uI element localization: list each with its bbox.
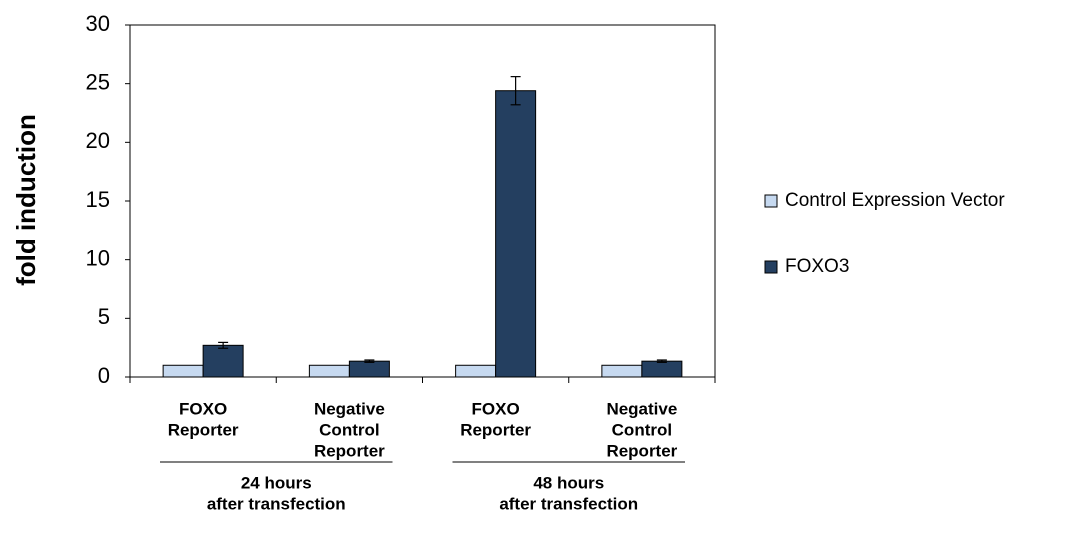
error-bar	[218, 341, 229, 349]
legend-swatch	[764, 260, 778, 274]
x-tick-label: Reporter	[168, 420, 239, 439]
x-tick-label: Control	[612, 420, 672, 439]
x-tick-label: Negative	[314, 399, 385, 418]
y-tick-label: 30	[86, 11, 110, 36]
y-tick-label: 15	[86, 187, 110, 212]
legend-label: Control Expression Vector	[785, 190, 1005, 211]
bar	[495, 90, 537, 378]
group-label: after transfection	[207, 494, 346, 513]
y-tick-label: 10	[86, 245, 110, 270]
y-tick-label: 20	[86, 128, 110, 153]
group-label: 48 hours	[533, 473, 604, 492]
x-tick-label: Reporter	[606, 441, 677, 460]
bar	[348, 360, 390, 378]
x-tick-label: Reporter	[460, 420, 531, 439]
x-tick-label: FOXO	[472, 399, 520, 418]
plot-area	[129, 24, 716, 378]
x-tick-label: Negative	[606, 399, 677, 418]
group-label: after transfection	[499, 494, 638, 513]
bar	[455, 364, 497, 378]
group-label: 24 hours	[241, 473, 312, 492]
y-tick-label: 0	[98, 363, 110, 388]
error-bar	[510, 76, 521, 106]
legend-label: FOXO3	[785, 256, 849, 277]
bar	[308, 364, 350, 378]
bar	[601, 364, 643, 378]
x-tick-label: Control	[319, 420, 379, 439]
y-tick-label: 5	[98, 304, 110, 329]
legend-swatch	[764, 194, 778, 208]
y-tick-label: 25	[86, 69, 110, 94]
bar	[641, 360, 683, 378]
error-bar	[364, 359, 375, 363]
error-bar	[656, 359, 667, 363]
bar	[202, 344, 244, 378]
x-tick-label: Reporter	[314, 441, 385, 460]
y-axis-label: fold induction	[11, 114, 41, 286]
bar	[162, 364, 204, 378]
x-tick-label: FOXO	[179, 399, 227, 418]
